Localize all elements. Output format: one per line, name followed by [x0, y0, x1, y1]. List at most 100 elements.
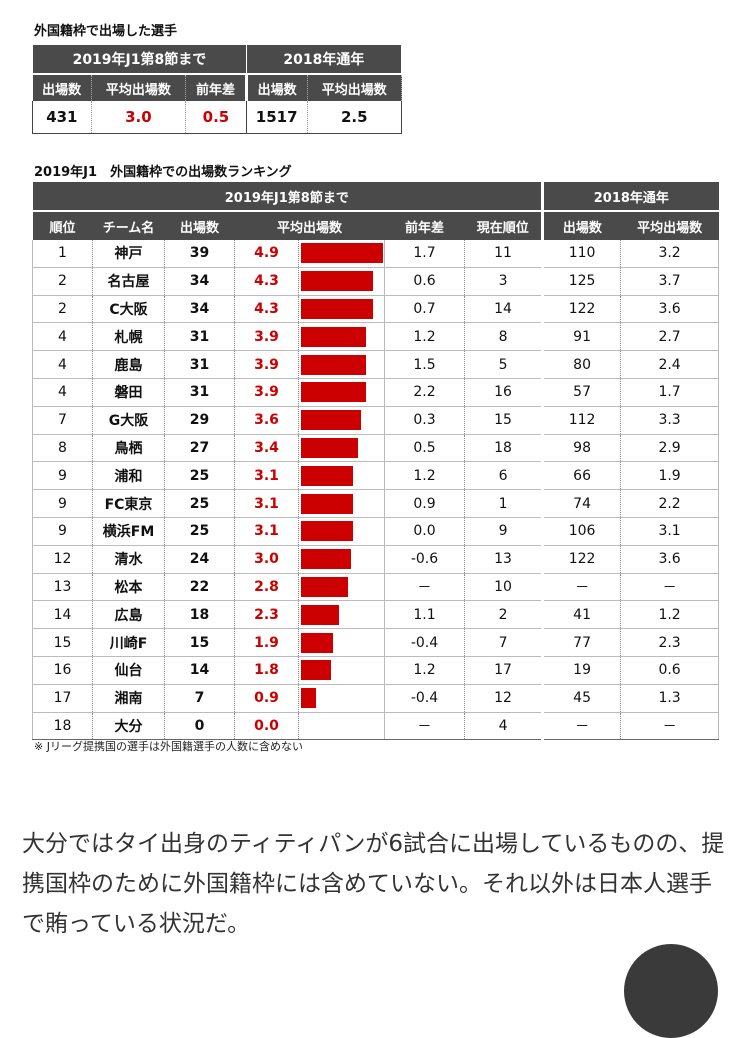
- apps-cell: 34: [164, 267, 235, 296]
- avg-cell: 4.3: [234, 267, 299, 296]
- diff-cell: －: [384, 712, 465, 741]
- avg-bar: [301, 298, 373, 319]
- avg-bar: [301, 271, 373, 292]
- apps-cell: 25: [164, 461, 235, 491]
- apps-2018-cell: 80: [541, 350, 622, 379]
- avg-2018-cell: －: [620, 712, 720, 741]
- avg-cell: 4.3: [234, 295, 299, 324]
- bar-cell: [298, 350, 385, 379]
- summary-value-diff: 0.5: [185, 101, 247, 134]
- diff-cell: 1.2: [384, 656, 465, 685]
- position-cell: 4: [464, 712, 544, 741]
- table-row: 9 横浜FM 25 3.1 0.0 9 106 3.1: [32, 517, 720, 546]
- avg-cell: 2.8: [234, 573, 299, 602]
- table-row: 16 仙台 14 1.8 1.2 17 19 0.6: [32, 656, 720, 685]
- bar-cell: [298, 656, 385, 685]
- avg-2018-cell: 3.6: [620, 295, 720, 324]
- bar-cell: [298, 461, 385, 491]
- avg-2018-cell: 3.3: [620, 406, 720, 435]
- rank-cell: 8: [32, 434, 93, 463]
- diff-cell: 1.7: [384, 240, 465, 268]
- position-cell: 3: [464, 267, 544, 296]
- ranking-header: 前年差: [384, 210, 465, 240]
- apps-cell: 27: [164, 434, 235, 463]
- ranking-header: 順位: [32, 210, 93, 240]
- avg-bar: [301, 660, 331, 681]
- team-cell: 仙台: [92, 656, 165, 685]
- bar-cell: [298, 378, 385, 407]
- apps-cell: 0: [164, 712, 235, 741]
- position-cell: 5: [464, 350, 544, 379]
- ranking-header: チーム名: [92, 210, 165, 240]
- avg-cell: 0.0: [234, 712, 299, 741]
- position-cell: 18: [464, 434, 544, 463]
- avg-cell: 3.1: [234, 489, 299, 518]
- position-cell: 10: [464, 573, 544, 602]
- position-cell: 9: [464, 517, 544, 546]
- rank-cell: 4: [32, 322, 93, 352]
- ranking-title: 2019年J1 外国籍枠での出場数ランキング: [34, 165, 292, 180]
- avg-cell: 3.1: [234, 461, 299, 491]
- scroll-top-button[interactable]: [624, 944, 718, 1038]
- team-cell: 川崎F: [92, 628, 165, 657]
- ranking-header: 平均出場数: [620, 210, 719, 240]
- table-row: 12 清水 24 3.0 -0.6 13 122 3.6: [32, 545, 720, 574]
- apps-cell: 15: [164, 628, 235, 657]
- team-cell: 横浜FM: [92, 517, 165, 546]
- rank-cell: 4: [32, 378, 93, 407]
- bar-cell: [298, 573, 385, 602]
- avg-bar: [301, 576, 348, 597]
- avg-bar: [301, 243, 383, 264]
- rank-cell: 18: [32, 712, 93, 741]
- bar-cell: [298, 684, 385, 713]
- avg-2018-cell: 2.4: [620, 350, 720, 379]
- apps-2018-cell: 106: [541, 517, 622, 546]
- position-cell: 2: [464, 600, 544, 630]
- apps-2018-cell: 125: [541, 267, 622, 296]
- diff-cell: 1.5: [384, 350, 465, 379]
- avg-cell: 3.4: [234, 434, 299, 463]
- avg-2018-cell: 2.7: [620, 322, 720, 352]
- summary-table: 2019年J1第8節まで 2018年通年 出場数 平均出場数 前年差 出場数 平…: [32, 44, 403, 134]
- bar-cell: [298, 712, 385, 741]
- avg-bar: [301, 382, 366, 403]
- avg-cell: 3.1: [234, 517, 299, 546]
- apps-2018-cell: 45: [541, 684, 622, 713]
- diff-cell: 1.1: [384, 600, 465, 630]
- avg-bar: [301, 493, 353, 514]
- table-row: 9 FC東京 25 3.1 0.9 1 74 2.2: [32, 489, 720, 518]
- avg-bar: [301, 521, 353, 542]
- summary-value-apps: 431: [32, 101, 92, 134]
- apps-2018-cell: 77: [541, 628, 622, 657]
- diff-cell: -0.4: [384, 628, 465, 657]
- diff-cell: 0.3: [384, 406, 465, 435]
- avg-cell: 1.9: [234, 628, 299, 657]
- avg-2018-cell: 1.9: [620, 461, 720, 491]
- avg-cell: 2.3: [234, 600, 299, 630]
- position-cell: 6: [464, 461, 544, 491]
- team-cell: 清水: [92, 545, 165, 574]
- team-cell: 松本: [92, 573, 165, 602]
- ranking-header: 出場数: [164, 210, 235, 240]
- bar-cell: [298, 517, 385, 546]
- apps-cell: 22: [164, 573, 235, 602]
- position-cell: 15: [464, 406, 544, 435]
- apps-2018-cell: 98: [541, 434, 622, 463]
- apps-2018-cell: 41: [541, 600, 622, 630]
- table-row: 2 名古屋 34 4.3 0.6 3 125 3.7: [32, 267, 720, 296]
- summary-group-2018: 2018年通年: [245, 44, 403, 75]
- avg-bar: [301, 604, 339, 625]
- diff-cell: 2.2: [384, 378, 465, 407]
- position-cell: 13: [464, 545, 544, 574]
- rank-cell: 9: [32, 517, 93, 546]
- bar-cell: [298, 267, 385, 296]
- avg-2018-cell: 2.2: [620, 489, 720, 518]
- diff-cell: －: [384, 573, 465, 602]
- avg-2018-cell: 0.6: [620, 656, 720, 685]
- rank-cell: 2: [32, 295, 93, 324]
- table-row: 13 松本 22 2.8 － 10 －－: [32, 573, 720, 602]
- apps-2018-cell: 112: [541, 406, 622, 435]
- avg-2018-cell: 3.1: [620, 517, 720, 546]
- apps-2018-cell: 19: [541, 656, 622, 685]
- apps-2018-cell: 110: [541, 240, 622, 268]
